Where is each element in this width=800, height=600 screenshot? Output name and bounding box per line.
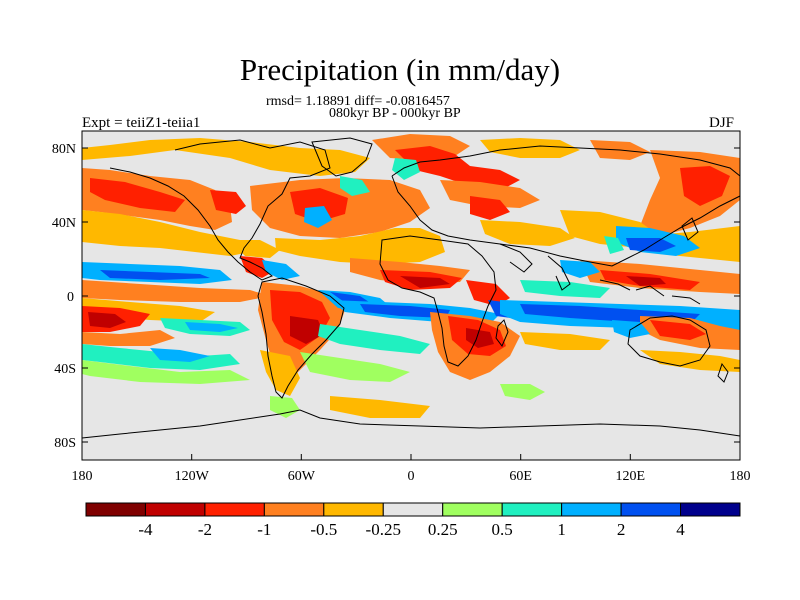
colorbar-label: 4 [676,520,685,539]
lat-label: 40N [52,216,76,231]
lat-label: 40S [54,362,76,377]
colorbar-label: -1 [257,520,271,539]
colorbar-label: -4 [138,520,153,539]
colorbar-label: 0.25 [428,520,458,539]
lon-label: 60E [509,469,532,484]
colorbar-swatch [382,502,444,517]
colorbar [85,502,741,517]
season-label: DJF [709,115,735,131]
lon-label: 120E [616,469,646,484]
colorbar-labels: -4 -2 -1 -0.5 -0.25 0.25 0.5 1 2 4 [138,520,685,539]
anomaly-field [82,134,740,418]
colorbar-label: 0.5 [492,520,513,539]
colorbar-swatch [204,502,265,517]
map-title: Precipitation (in mm/day) [239,52,561,87]
coastlines [81,137,741,439]
lat-label: 80S [54,436,76,451]
colorbar-swatch [620,502,682,517]
colorbar-swatch [680,502,741,517]
colorbar-swatch [85,502,146,517]
colorbar-label: -2 [198,520,212,539]
lat-labels: 80N 40N 0 40S 80S [52,142,76,451]
colorbar-label: 2 [617,520,626,539]
lon-label: 120W [175,469,210,484]
colorbar-swatch [323,502,384,517]
colorbar-swatch [561,502,622,517]
colorbar-swatch [263,502,325,517]
lon-label: 180 [72,469,93,484]
experiment-label: Expt = teiiZ1-teiia1 [82,115,201,131]
lon-label: 60W [288,469,316,484]
colorbar-swatch [501,502,563,517]
lon-tick-marks [81,454,741,460]
period-label: 080kyr BP - 000kyr BP [329,106,461,121]
rmsd-diff-stats: rmsd= 1.18891 diff= -0.0816457 [266,94,450,109]
lon-label: 0 [408,469,415,484]
colorbar-swatch [442,502,503,517]
lat-tick-marks [82,147,740,443]
colorbar-swatch [144,502,206,517]
lon-labels: 180 120W 60W 0 60E 120E 180 [72,469,751,484]
lon-label: 180 [730,469,751,484]
colorbar-label: 1 [557,520,566,539]
colorbar-label: -0.25 [366,520,401,539]
colorbar-label: -0.5 [310,520,337,539]
lat-label: 80N [52,142,76,157]
lat-label: 0 [67,290,74,305]
